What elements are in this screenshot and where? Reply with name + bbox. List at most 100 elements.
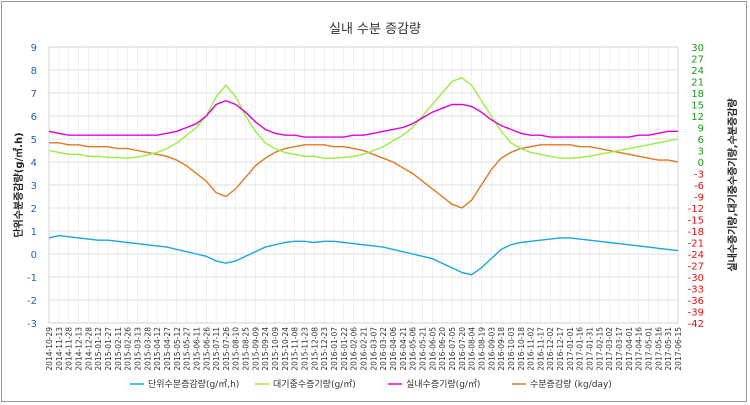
y-tick-right: -42: [688, 319, 704, 330]
y-tick-right: -12: [688, 204, 704, 215]
y-tick-right: -27: [688, 262, 704, 273]
x-tick: 2015-11-23: [301, 327, 310, 371]
y-tick-left: 7: [31, 89, 37, 100]
legend-entry: 단위수분증감량(g/㎡,h): [148, 378, 239, 390]
y-tick-right: -3: [694, 170, 704, 181]
x-tick: 2014-11-28: [65, 327, 74, 371]
axes: 9876543210-1-2-3302724211815129630-3-6-9…: [27, 43, 704, 371]
x-tick: 2016-06-20: [438, 327, 447, 371]
y-tick-right: -21: [688, 239, 704, 250]
y-axis-label-right: 실내수증기량,대기중수증기량,수분증감량: [726, 98, 739, 272]
x-tick: 2016-04-21: [399, 327, 408, 371]
x-tick: 2016-05-06: [409, 327, 418, 371]
x-tick: 2015-04-12: [153, 327, 162, 371]
x-tick: 2016-09-03: [487, 327, 496, 371]
y-tick-right: 24: [691, 66, 704, 77]
y-tick-left: 3: [31, 181, 37, 192]
x-tick: 2016-05-21: [418, 327, 427, 371]
x-tick: 2016-07-05: [448, 327, 457, 371]
y-tick-left: 8: [31, 66, 37, 77]
legend-entry: 대기중수증기량(g/㎡): [273, 378, 356, 390]
x-tick: 2017-04-16: [635, 327, 644, 371]
y-tick-right: -15: [688, 216, 704, 227]
x-tick: 2015-02-11: [114, 327, 123, 371]
x-tick: 2015-10-24: [281, 327, 290, 371]
series-group: [48, 76, 679, 276]
y-tick-left: 0: [31, 250, 37, 261]
x-tick: 2017-03-17: [615, 327, 624, 371]
x-tick: 2016-09-18: [497, 327, 506, 371]
x-tick: 2015-08-25: [242, 327, 251, 371]
y-tick-right: -24: [688, 250, 704, 261]
x-tick: 2016-08-04: [468, 327, 477, 371]
x-tick: 2017-01-01: [566, 327, 575, 371]
x-tick: 2016-12-02: [546, 327, 555, 371]
x-tick: 2015-09-24: [261, 327, 270, 371]
x-tick: 2016-08-19: [477, 327, 486, 371]
y-tick-right: 30: [691, 43, 704, 54]
x-tick: 2015-01-27: [104, 327, 113, 371]
x-tick: 2016-03-22: [379, 327, 388, 371]
x-tick: 2016-12-17: [556, 327, 565, 371]
x-tick: 2017-05-01: [645, 327, 654, 371]
y-tick-right: -33: [688, 285, 704, 296]
y-axis-label-left: 단위수분증감량(g/㎡.h): [12, 132, 25, 237]
y-tick-left: 9: [31, 43, 37, 54]
legend: 단위수분증감량(g/㎡,h) 대기중수증기량(g/㎡) 실내수증기량(g/㎡) 수분증…: [130, 378, 612, 390]
x-tick: 2017-05-16: [654, 327, 663, 371]
y-tick-left: -3: [27, 319, 37, 330]
x-tick: 2016-04-06: [389, 327, 398, 371]
y-tick-left: 5: [31, 135, 37, 146]
x-tick: 2015-05-12: [173, 327, 182, 371]
y-tick-right: 18: [691, 89, 704, 100]
x-tick: 2016-02-06: [350, 327, 359, 371]
legend-entry: 수분증감량 (kg/day): [530, 378, 612, 390]
y-tick-right: 9: [698, 124, 704, 135]
x-tick: 2014-10-29: [45, 327, 54, 371]
x-tick: 2017-06-15: [674, 327, 683, 371]
x-tick: 2016-10-03: [507, 327, 516, 371]
y-tick-left: 1: [31, 227, 37, 238]
y-tick-right: 12: [691, 112, 704, 123]
y-tick-right: 3: [698, 147, 704, 158]
y-tick-right: -9: [694, 193, 704, 204]
x-tick: 2014-12-13: [74, 327, 83, 371]
x-tick: 2015-05-27: [183, 327, 192, 371]
y-tick-left: -1: [27, 273, 37, 284]
x-tick: 2017-01-16: [576, 327, 585, 371]
grid: [48, 46, 679, 324]
x-tick: 2015-02-26: [124, 327, 133, 371]
y-tick-right: -36: [688, 296, 704, 307]
chart-title: 실내 수분 증감량: [329, 22, 421, 37]
x-tick: 2015-01-12: [94, 327, 103, 371]
y-tick-left: 2: [31, 204, 37, 215]
y-tick-right: -6: [694, 181, 704, 192]
y-tick-right: 15: [691, 101, 704, 112]
legend-entry: 실내수증기량(g/㎡): [406, 378, 480, 390]
y-tick-left: 6: [31, 112, 37, 123]
x-tick: 2015-12-23: [320, 327, 329, 371]
x-tick: 2016-01-22: [340, 327, 349, 371]
y-tick-left: 4: [31, 158, 37, 169]
x-tick: 2015-07-11: [212, 327, 221, 371]
y-tick-right: 0: [698, 158, 704, 169]
x-tick: 2016-10-18: [517, 327, 526, 371]
x-tick: 2016-11-17: [536, 327, 545, 371]
x-tick: 2017-02-15: [595, 327, 604, 371]
x-tick: 2015-06-26: [202, 327, 211, 371]
series-line: [48, 76, 679, 159]
y-tick-right: -39: [688, 308, 704, 319]
x-tick: 2015-03-28: [143, 327, 152, 371]
x-tick: 2017-04-01: [625, 327, 634, 371]
y-tick-right: -30: [688, 273, 704, 284]
x-tick: 2015-08-10: [232, 327, 241, 371]
y-tick-right: 6: [698, 135, 704, 146]
x-tick: 2015-12-08: [310, 327, 319, 371]
x-tick: 2016-02-21: [360, 327, 369, 371]
x-tick: 2016-11-02: [527, 327, 536, 371]
x-tick: 2014-11-13: [55, 327, 64, 371]
y-tick-right: 27: [691, 55, 704, 66]
x-tick: 2015-06-11: [192, 327, 201, 371]
y-tick-right: 21: [691, 78, 704, 89]
